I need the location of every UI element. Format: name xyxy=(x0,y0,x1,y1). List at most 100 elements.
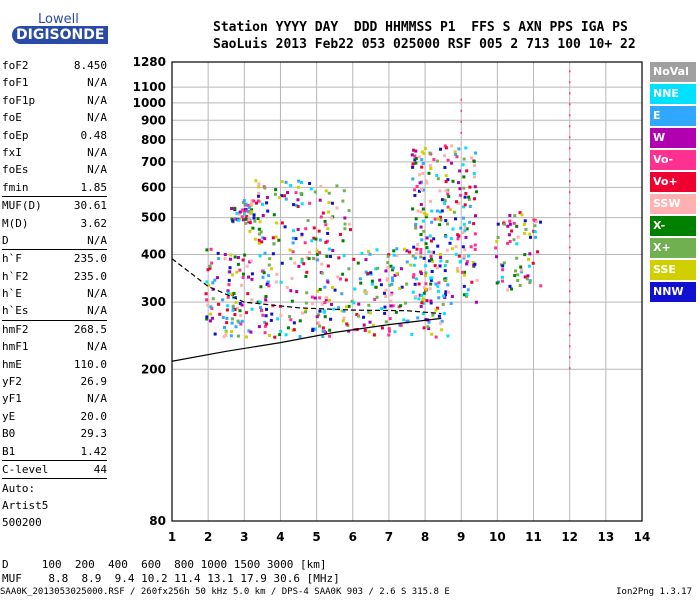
echo-point xyxy=(512,238,516,242)
echo-point xyxy=(474,190,478,194)
echo-point xyxy=(472,175,476,179)
echo-point xyxy=(252,199,256,203)
echo-point xyxy=(467,197,471,201)
echo-point xyxy=(442,294,446,298)
echo-point xyxy=(232,292,236,296)
echo-point xyxy=(213,332,217,336)
echo-point xyxy=(473,185,477,189)
echo-point xyxy=(437,296,441,300)
echo-point xyxy=(421,297,425,301)
echo-point xyxy=(230,217,234,221)
file-info-bar: SAA0K_2013053025000.RSF / 260fx256h 50 k… xyxy=(0,587,700,597)
echo-point xyxy=(288,248,292,252)
echo-point xyxy=(259,230,263,234)
echo-point xyxy=(443,264,447,268)
echo-point xyxy=(241,218,245,222)
echo-point xyxy=(336,275,340,279)
param-name: foEp xyxy=(2,128,29,142)
echo-point xyxy=(405,249,409,253)
echo-point xyxy=(435,159,439,163)
echo-point xyxy=(364,258,368,262)
echo-point xyxy=(271,252,275,256)
echo-point xyxy=(443,269,447,273)
echo-point xyxy=(416,209,420,213)
param-row: hmE 110.0 xyxy=(2,356,107,373)
echo-point xyxy=(348,228,352,232)
echo-point xyxy=(300,202,304,206)
echo-point xyxy=(248,229,252,233)
echo-point xyxy=(250,208,254,212)
echo-point xyxy=(421,171,425,175)
echo-point xyxy=(520,213,524,217)
echo-point xyxy=(208,319,212,323)
echo-point xyxy=(240,283,244,287)
echo-point xyxy=(391,268,395,272)
param-value: 268.5 xyxy=(73,322,107,336)
echo-point xyxy=(411,162,415,166)
echo-point xyxy=(446,290,450,294)
echo-point xyxy=(300,234,304,238)
echo-point xyxy=(289,318,293,322)
echo-point xyxy=(368,252,372,256)
echo-point xyxy=(259,306,263,310)
param-row: hmF2 268.5 xyxy=(2,321,107,338)
echo-point xyxy=(284,333,288,337)
echo-point xyxy=(440,328,444,332)
echo-point xyxy=(233,206,237,210)
echo-point xyxy=(456,237,460,241)
echo-point xyxy=(224,333,228,337)
echo-point xyxy=(327,210,331,214)
echo-point xyxy=(434,335,438,339)
echo-point xyxy=(405,260,409,264)
echo-point xyxy=(502,261,506,265)
echo-point xyxy=(410,332,414,336)
echo-point xyxy=(317,321,321,325)
echo-point xyxy=(446,334,450,338)
echo-point xyxy=(365,291,369,295)
echo-point xyxy=(459,193,463,197)
echo-point xyxy=(390,282,394,286)
echo-point xyxy=(435,266,439,270)
echo-point xyxy=(507,233,511,237)
echo-point xyxy=(427,259,431,263)
echo-point xyxy=(294,191,298,195)
echo-point xyxy=(229,253,233,257)
echo-point xyxy=(303,241,307,245)
echo-point xyxy=(296,198,300,202)
echo-point xyxy=(258,254,262,258)
echo-point xyxy=(292,328,296,332)
echo-point xyxy=(323,301,327,305)
echo-point xyxy=(397,305,401,309)
echo-point xyxy=(344,305,348,309)
echo-point xyxy=(450,161,454,165)
echo-point xyxy=(412,245,416,249)
echo-point xyxy=(427,250,431,254)
echo-point xyxy=(242,209,246,213)
echo-point xyxy=(261,214,265,218)
echo-point xyxy=(265,322,269,326)
echo-point xyxy=(246,292,250,296)
echo-point xyxy=(438,223,442,227)
echo-point xyxy=(449,237,453,241)
echo-point xyxy=(450,144,454,148)
echo-point xyxy=(419,255,423,259)
echo-point xyxy=(538,220,542,224)
echo-point xyxy=(403,247,407,251)
echo-point xyxy=(533,230,537,234)
echo-point xyxy=(210,261,214,265)
echo-point xyxy=(462,273,466,277)
echo-point xyxy=(428,234,432,238)
echo-point xyxy=(261,236,265,240)
echo-point xyxy=(237,218,241,222)
echo-point xyxy=(519,265,523,269)
echo-point xyxy=(249,330,253,334)
param-value: 110.0 xyxy=(73,357,107,371)
echo-point xyxy=(263,251,267,255)
echo-point xyxy=(458,187,462,191)
echo-point xyxy=(523,275,527,279)
y-tick-label: 1280 xyxy=(133,55,166,69)
echo-point xyxy=(313,327,317,331)
param-name: M(D) xyxy=(2,216,29,230)
echo-point xyxy=(275,272,279,276)
echo-point xyxy=(247,329,251,333)
